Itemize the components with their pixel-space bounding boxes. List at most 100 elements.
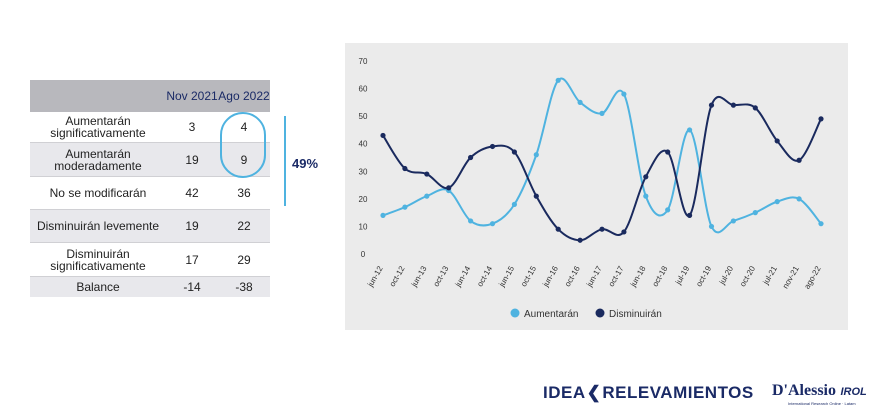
bracket-line [284, 116, 286, 206]
data-point [555, 77, 561, 83]
row-ago: -38 [235, 280, 253, 294]
data-point [665, 207, 671, 213]
row-label: Disminuirán significativamente [50, 246, 146, 273]
x-tick-label: jun-18 [628, 264, 648, 289]
x-tick-label: jun-17 [584, 264, 604, 289]
header-ago-2022: Ago 2022 [218, 89, 270, 103]
data-point [577, 99, 583, 105]
x-tick-label: jul-19 [673, 264, 691, 287]
legend-label: Aumentarán [524, 309, 578, 320]
x-tick-label: oct-19 [694, 264, 713, 288]
legend-marker [510, 308, 520, 318]
data-point [687, 127, 693, 133]
data-point [708, 102, 715, 108]
data-point [489, 143, 496, 150]
y-tick-label: 50 [359, 112, 368, 121]
row-label: Aumentarán significativamente [50, 114, 146, 140]
data-point [511, 149, 517, 155]
series-line-disminuiran [382, 95, 822, 242]
data-point [665, 149, 671, 155]
row-nov: 19 [185, 219, 199, 233]
idea-relevamientos-logo: IDEA❮RELEVAMIENTOS [543, 383, 754, 402]
data-point [446, 185, 452, 191]
x-tick-label: jul-21 [761, 264, 779, 287]
data-point [796, 196, 802, 202]
legend-marker [595, 308, 605, 318]
row-label: No se modificarán [49, 186, 147, 200]
x-tick-label: nov-21 [781, 264, 801, 290]
data-point [796, 157, 802, 163]
data-point [708, 223, 715, 230]
data-point [577, 237, 583, 243]
row-nov: 17 [185, 252, 199, 267]
dalessio-irol-logo: D'Alessio IROL International Research On… [772, 382, 867, 406]
data-point [621, 229, 627, 235]
data-point [511, 201, 517, 207]
x-tick-label: oct-20 [738, 264, 757, 288]
row-label: Balance [76, 280, 120, 294]
row-nov: 3 [188, 120, 196, 134]
table-row: No se modificarán 42 36 [30, 177, 270, 210]
chart-panel: 0 10 20 30 40 50 60 70 jun-12 oct-12 jun-13 oct-13 j… [345, 43, 848, 330]
x-tick-label: oct-18 [651, 264, 670, 288]
series-line-aumentaran [382, 77, 822, 234]
x-tick-label: oct-16 [563, 264, 582, 288]
header-nov-2021: Nov 2021 [166, 89, 218, 103]
legend-label: Disminuirán [609, 309, 662, 320]
x-tick-label: jun-14 [453, 264, 473, 289]
y-tick-label: 40 [359, 140, 368, 149]
row-ago: 22 [237, 219, 251, 233]
x-tick-label: jun-16 [541, 264, 561, 289]
data-point [774, 138, 780, 144]
y-tick-label: 70 [359, 57, 368, 66]
x-tick-label: jun-12 [365, 264, 385, 289]
x-tick-label: jul-20 [717, 264, 735, 287]
data-point [402, 165, 408, 172]
x-tick-label: jun-13 [409, 264, 429, 289]
row-label: Aumentarán moderadamente [54, 146, 142, 173]
data-point [818, 221, 824, 227]
row-nov: -14 [183, 280, 201, 294]
data-point [687, 212, 693, 218]
data-point [752, 105, 758, 111]
data-point [424, 193, 430, 199]
table-header: Nov 2021 Ago 2022 [30, 80, 270, 112]
row-label: Disminuirán levemente [36, 219, 160, 233]
data-point [533, 193, 539, 199]
y-tick-label: 60 [359, 85, 368, 94]
highlight-percentage: 49% [292, 156, 319, 171]
chevron-left-icon: ❮ [586, 383, 602, 402]
y-tick-label: 30 [359, 167, 368, 176]
data-point [489, 221, 496, 227]
data-point [643, 193, 649, 199]
data-point [599, 110, 605, 116]
x-tick-label: ago-22 [802, 264, 823, 291]
data-point [380, 132, 386, 139]
row-nov: 42 [185, 186, 199, 200]
data-point [621, 91, 627, 97]
table-row: Disminuirán levemente 19 22 [30, 210, 270, 243]
y-tick-label: 0 [361, 250, 366, 259]
x-tick-label: jun-15 [497, 264, 517, 289]
data-point [643, 174, 649, 180]
y-tick-label: 20 [359, 195, 368, 204]
data-point [730, 218, 736, 224]
x-tick-label: oct-17 [607, 264, 626, 288]
x-tick-label: oct-13 [432, 264, 451, 288]
data-point [818, 116, 824, 122]
table-row: Disminuirán significativamente 17 29 [30, 243, 270, 277]
data-point [380, 212, 386, 218]
data-point [424, 171, 430, 177]
row-ago: 36 [237, 186, 251, 200]
highlight-ring [220, 112, 266, 178]
data-point [774, 199, 780, 205]
data-point [402, 204, 408, 210]
data-point [555, 226, 561, 232]
row-nov: 19 [185, 152, 199, 167]
x-tick-label: oct-14 [475, 264, 494, 288]
x-tick-label: oct-12 [388, 264, 407, 288]
y-tick-label: 10 [359, 222, 368, 231]
data-point [468, 154, 474, 161]
data-point [752, 210, 758, 216]
